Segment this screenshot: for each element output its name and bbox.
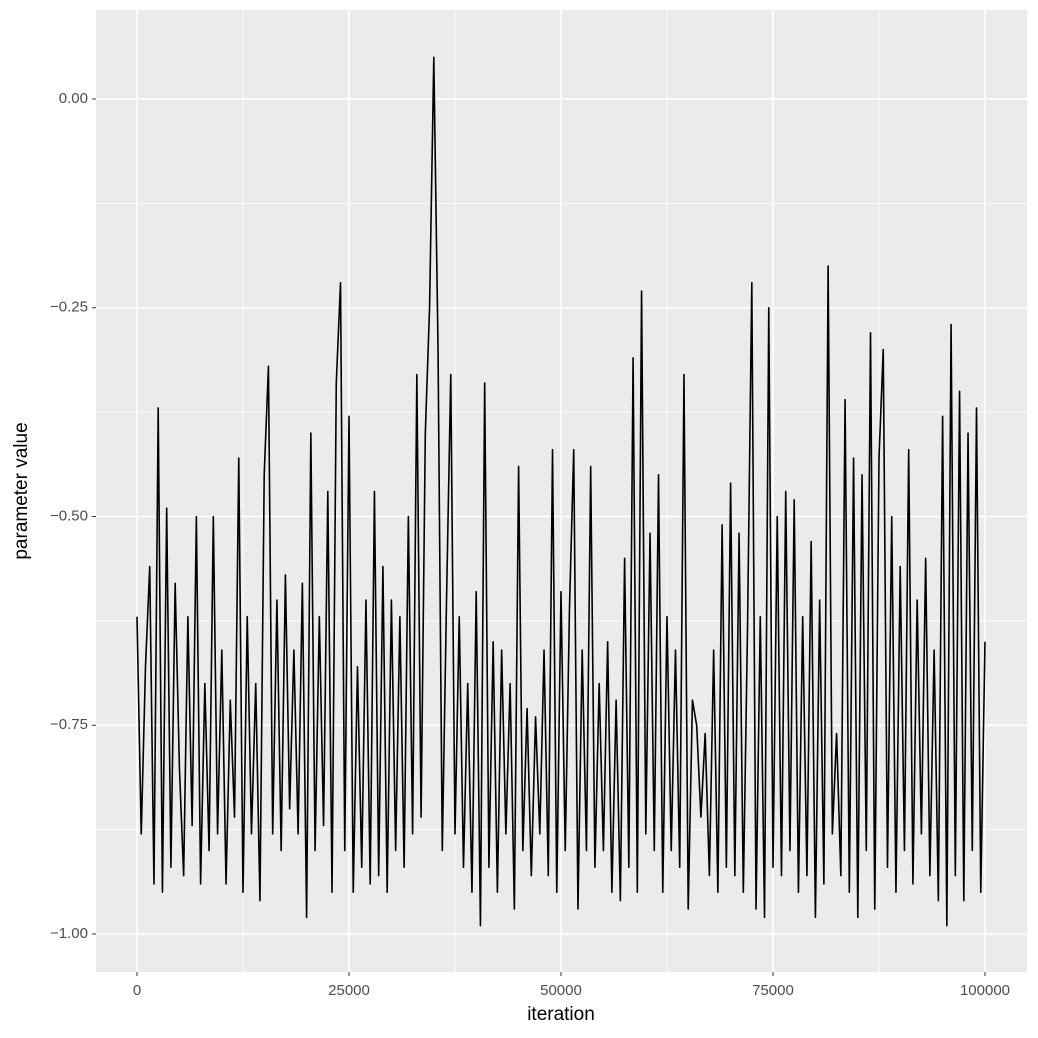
x-axis-title: iteration [527, 1004, 595, 1025]
x-tick-label: 25000 [328, 982, 370, 999]
y-tick-label: −0.75 [50, 716, 88, 733]
y-tick-label: 0.00 [59, 90, 88, 107]
y-tick-label: −0.25 [50, 299, 88, 316]
trace-line [136, 56, 986, 927]
x-tick-label: 0 [133, 982, 141, 999]
y-axis-title: parameter value [11, 422, 32, 559]
y-tick-label: −0.50 [50, 507, 88, 524]
x-tick-label: 100000 [960, 982, 1010, 999]
x-tick-label: 50000 [540, 982, 582, 999]
y-tick-label: −1.00 [50, 925, 88, 942]
x-tick-label: 75000 [752, 982, 794, 999]
